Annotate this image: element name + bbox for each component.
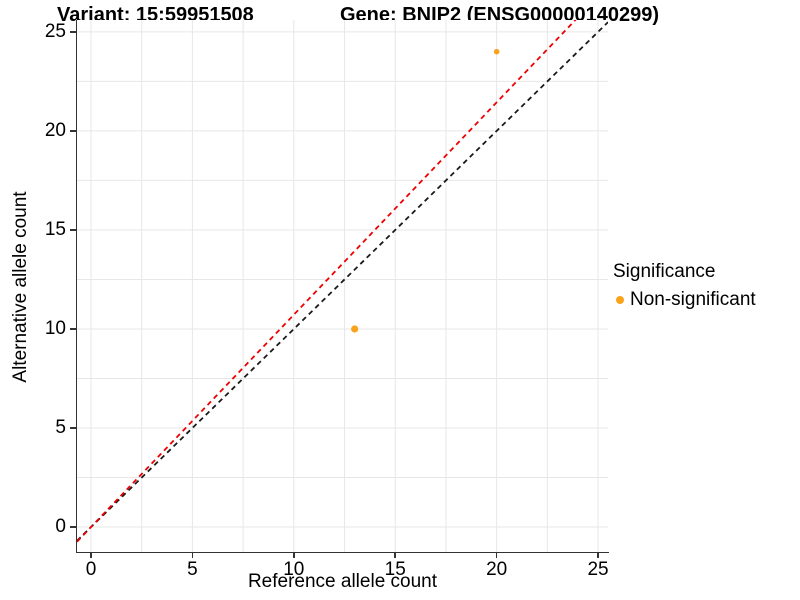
- y-tick-mark: [70, 328, 76, 330]
- y-tick-label: 10: [44, 317, 66, 339]
- y-axis-label: Alternative allele count: [10, 191, 31, 383]
- x-axis-line: [75, 551, 609, 553]
- y-tick-mark: [70, 427, 76, 429]
- legend-entry-non-significant: Non-significant: [613, 290, 756, 310]
- y-tick-mark: [70, 130, 76, 132]
- x-tick-mark: [394, 553, 396, 558]
- identity-line: [77, 21, 608, 542]
- y-axis-line: [75, 20, 77, 553]
- data-point: [493, 48, 500, 55]
- legend: Significance Non-significant: [613, 261, 756, 310]
- x-tick-mark: [191, 553, 194, 558]
- legend-entry-label: Non-significant: [630, 289, 756, 310]
- x-tick-mark: [597, 553, 599, 558]
- y-tick-mark: [70, 526, 76, 528]
- x-tick-mark: [495, 553, 498, 558]
- fitted-ratio-line: [77, 20, 577, 543]
- y-tick-mark: [70, 31, 76, 33]
- plot-panel: [77, 20, 608, 553]
- x-axis-label: Reference allele count: [247, 571, 438, 592]
- x-tick-label: 0: [85, 559, 97, 580]
- y-tick-mark: [70, 229, 76, 231]
- y-tick-label: 25: [44, 20, 66, 42]
- y-tick-label: 15: [44, 218, 66, 240]
- legend-title: Significance: [613, 261, 716, 282]
- x-tick-label: 15: [384, 559, 406, 580]
- x-tick-label: 25: [587, 559, 609, 580]
- x-tick-mark: [90, 553, 92, 558]
- x-tick-label: 20: [486, 559, 508, 580]
- x-tick-label: 5: [187, 559, 198, 580]
- y-tick-label: 20: [44, 119, 66, 141]
- y-tick-label: 0: [55, 516, 66, 538]
- data-point: [351, 325, 359, 333]
- x-tick-label: 10: [283, 559, 305, 580]
- legend-point-icon: [616, 296, 624, 304]
- x-tick-mark: [293, 553, 295, 558]
- y-tick-label: 5: [55, 417, 66, 439]
